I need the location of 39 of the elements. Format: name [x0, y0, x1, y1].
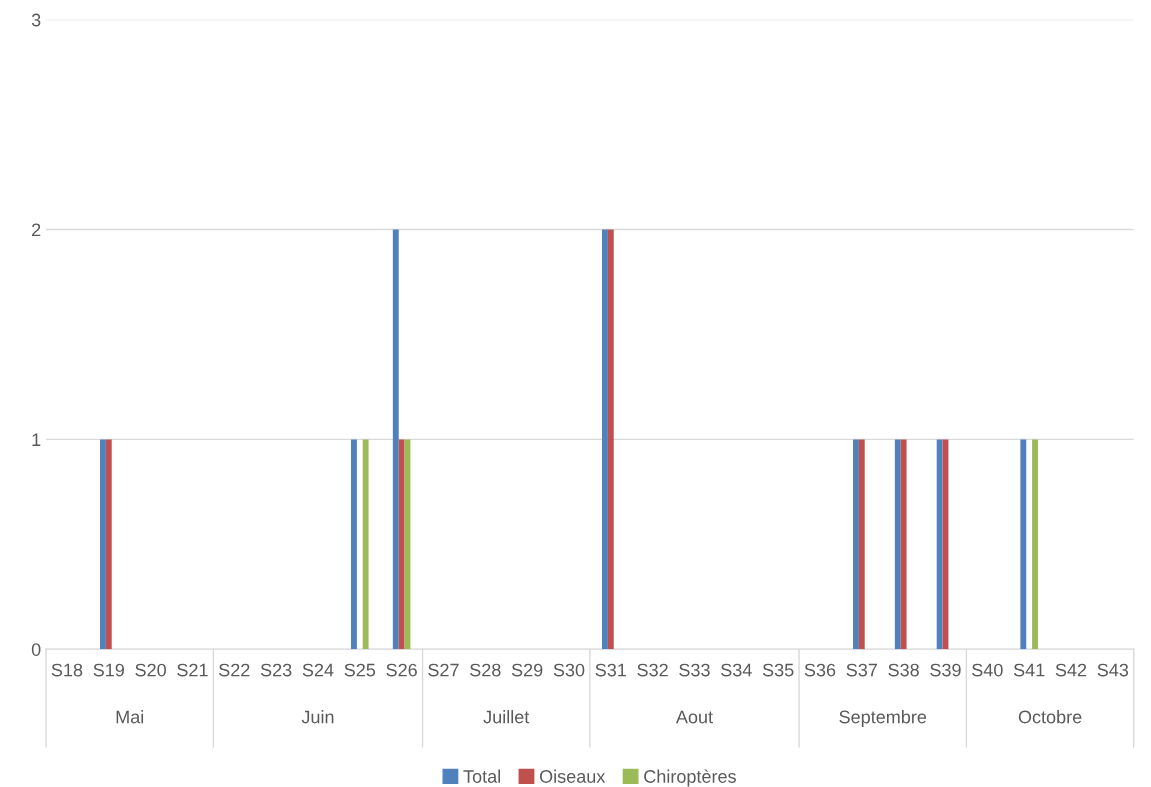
x-tick-label: S29 [511, 663, 543, 677]
x-tick-label: S19 [93, 663, 124, 677]
x-tick-label: S31 [595, 663, 626, 677]
x-tick-label: S22 [219, 663, 250, 677]
text: Octobre [1018, 710, 1082, 724]
text: Septembre [839, 710, 927, 727]
x-tick-label: S20 [135, 663, 166, 677]
y-tick-label: 1 [32, 433, 41, 446]
x-tick-label: S27 [428, 663, 459, 677]
y-tick-label: 3 [31, 13, 41, 27]
x-tick-label: S33 [679, 663, 710, 677]
x-tick-label: S42 [1055, 663, 1087, 677]
legend-label: Chiroptères [644, 769, 736, 787]
x-tick-label: S40 [972, 663, 1003, 677]
legend-label: Total [463, 769, 500, 783]
x-tick-label: S43 [1097, 663, 1129, 677]
x-tick-label: S36 [804, 663, 836, 677]
text: Aout [675, 710, 713, 724]
x-tick-label: S23 [260, 663, 292, 677]
x-tick-label: S25 [344, 663, 376, 677]
x-tick-label: S39 [930, 663, 961, 677]
y-tick-label: 2 [32, 223, 41, 237]
y-tick-label: 0 [31, 643, 41, 656]
x-tick-label: S37 [846, 663, 877, 677]
x-tick-label: S26 [386, 663, 417, 677]
x-tick-label: S28 [470, 663, 501, 677]
x-tick-label: S32 [637, 663, 668, 677]
x-tick-label: S30 [553, 663, 585, 677]
x-tick-label: S24 [302, 663, 334, 677]
x-tick-label: S34 [721, 663, 752, 677]
text: Juin [301, 710, 334, 724]
text: Mai [116, 710, 144, 724]
legend-label: Oiseaux [539, 769, 606, 783]
x-tick-label: S21 [177, 663, 208, 677]
x-tick-label: S35 [762, 663, 794, 677]
x-tick-label: S41 [1013, 663, 1045, 677]
x-tick-label: S38 [888, 663, 919, 677]
x-tick-label: S18 [51, 663, 83, 677]
text: Juillet [483, 710, 530, 724]
